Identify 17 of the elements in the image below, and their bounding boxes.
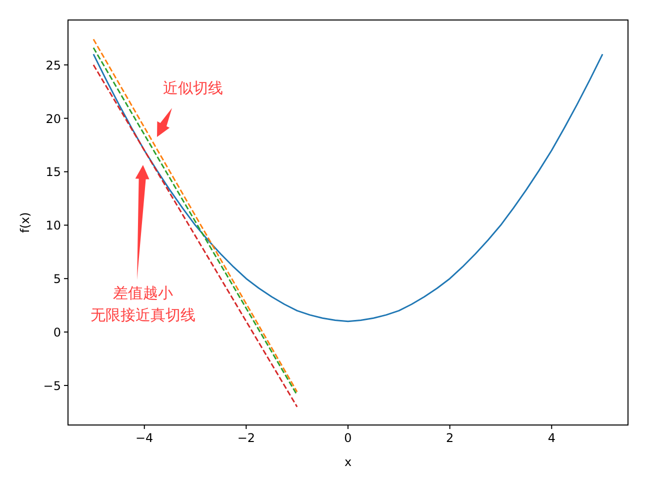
x-tick-label: 2 [446, 431, 454, 445]
y-tick-label: 5 [53, 272, 61, 286]
x-axis-title: x [344, 455, 352, 469]
line-series [92, 53, 604, 322]
x-tick-label: −4 [136, 431, 154, 445]
y-tick-label: 25 [46, 58, 61, 72]
y-tick-label: 0 [53, 326, 61, 340]
x-tick-label: 4 [548, 431, 556, 445]
x-tick-label: −2 [237, 431, 256, 445]
x-tick-label: 0 [344, 431, 352, 445]
y-axis-title: f(x) [18, 212, 32, 233]
y-tick-label: 10 [46, 218, 61, 233]
y-tick-label: 15 [46, 165, 61, 180]
annotation: 差值越小无限接近真切线 [90, 284, 196, 324]
y-tick-label: 20 [46, 112, 61, 126]
annotation: 近似切线 [163, 79, 223, 97]
y-tick-label: −5 [43, 378, 61, 393]
